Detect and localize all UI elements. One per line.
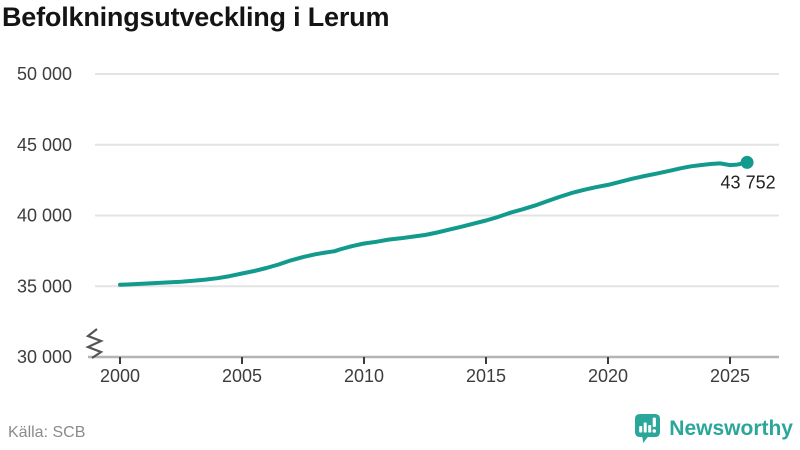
y-axis-tick-label: 50 000: [17, 64, 72, 84]
chart-title: Befolkningsutveckling i Lerum: [2, 2, 390, 32]
x-axis-tick-label: 2025: [710, 366, 750, 386]
newsworthy-logo[interactable]: Newsworthy: [634, 413, 793, 444]
y-axis-tick-label: 30 000: [17, 347, 72, 367]
population-line-chart: 30 000 35 000 40 000 45 000 50 000 2000 2005 20…: [17, 64, 779, 386]
x-axis-tick-label: 2010: [344, 366, 384, 386]
brand-name: Newsworthy: [669, 416, 793, 440]
latest-value-label: 43 752: [721, 172, 776, 192]
y-axis-tick-label: 45 000: [17, 135, 72, 155]
y-axis-tick-label: 40 000: [17, 206, 72, 226]
latest-value-dot: [740, 155, 754, 169]
axis-break-icon: [85, 328, 104, 359]
x-axis-tick-label: 2005: [222, 366, 262, 386]
source-label: Källa: SCB: [8, 424, 86, 441]
bar-chart-speech-bubble-icon: [634, 413, 661, 444]
x-axis-tick-label: 2015: [466, 366, 506, 386]
population-line: [118, 160, 750, 287]
x-axis-tick-label: 2020: [588, 366, 628, 386]
y-axis-tick-label: 35 000: [17, 276, 72, 296]
x-axis-tick-label: 2000: [100, 366, 140, 386]
